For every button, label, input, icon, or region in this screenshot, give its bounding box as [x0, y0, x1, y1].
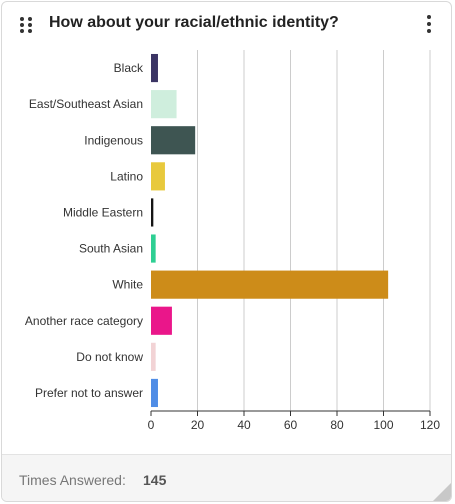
bar — [151, 234, 156, 263]
bar — [151, 306, 172, 335]
x-tick-label: 100 — [373, 418, 393, 432]
category-label: Latino — [110, 169, 143, 183]
times-answered-value: 145 — [143, 472, 167, 488]
drag-handle-icon[interactable] — [19, 16, 33, 34]
widget-title: How about your racial/ethnic identity? — [49, 14, 339, 31]
category-label: Indigenous — [84, 133, 143, 147]
times-answered-label: Times Answered: — [19, 472, 126, 488]
widget-footer: Times Answered: 145 — [2, 454, 451, 501]
bar — [151, 378, 158, 408]
more-vertical-icon[interactable] — [422, 14, 436, 34]
category-label: Do not know — [76, 350, 143, 364]
bar — [151, 162, 165, 191]
x-tick-label: 0 — [148, 418, 155, 432]
category-label: South Asian — [79, 242, 143, 256]
bar — [151, 126, 196, 155]
bar — [151, 198, 154, 227]
x-tick-label: 20 — [191, 418, 205, 432]
category-label: East/Southeast Asian — [29, 97, 143, 111]
x-tick-label: 80 — [330, 418, 344, 432]
x-tick-label: 120 — [420, 418, 440, 432]
bar — [151, 342, 156, 371]
category-label: White — [112, 278, 143, 292]
x-tick-label: 40 — [237, 418, 251, 432]
category-label: Prefer not to answer — [35, 386, 143, 400]
bar-chart: Black East/Southeast Asian Indigenous Latin… — [25, 50, 440, 432]
resize-handle-icon[interactable] — [431, 481, 451, 501]
widget-header: How about your racial/ethnic identity? — [2, 2, 451, 46]
bar — [151, 270, 389, 299]
category-label: Black — [114, 61, 144, 75]
category-label: Middle Eastern — [63, 205, 143, 219]
bar — [151, 53, 158, 83]
category-label: Another race category — [25, 314, 143, 328]
x-tick-label: 60 — [284, 418, 298, 432]
bar — [151, 90, 177, 119]
